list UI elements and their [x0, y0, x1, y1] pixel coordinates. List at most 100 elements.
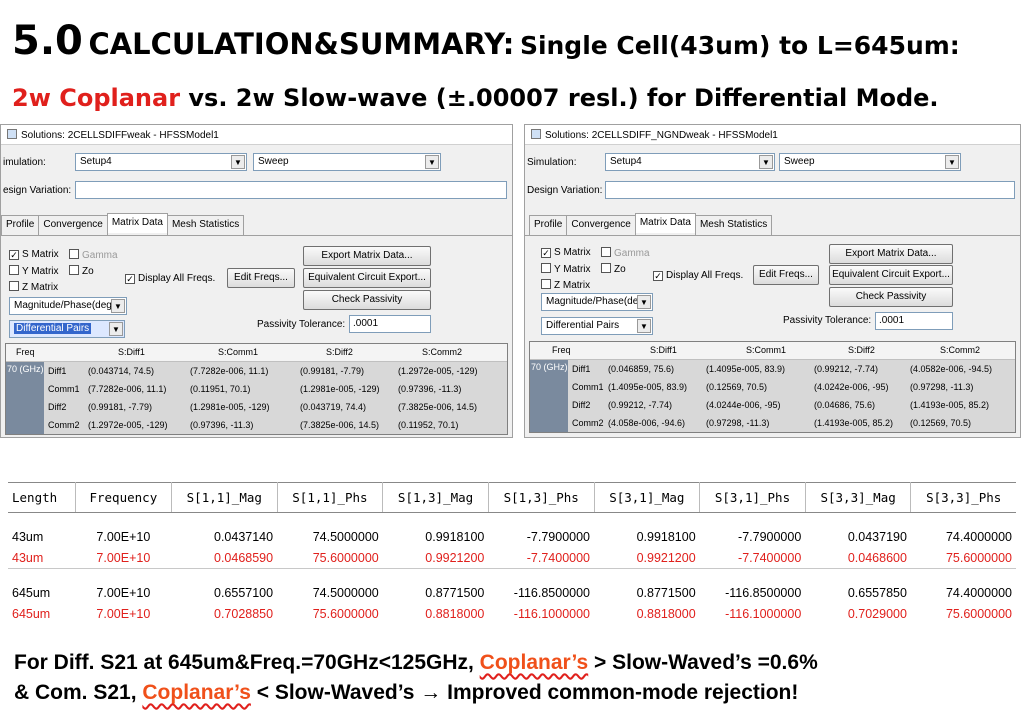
grid-header-diff1: S:Diff1	[650, 345, 677, 355]
grid-row-comm2[interactable]: Comm2 (4.058e-006, -94.6) (0.97298, -11.3)…	[572, 418, 972, 428]
table-header-row: Length Frequency S[1,1]_Mag S[1,1]_Phs S…	[8, 482, 1016, 513]
tab-convergence[interactable]: Convergence	[38, 215, 108, 235]
table-row: 43um 7.00E+10 0.0437140 74.5000000 0.991…	[12, 530, 1012, 544]
tab-profile[interactable]: Profile	[1, 215, 40, 235]
s-matrix-checkbox[interactable]: ✓ S Matrix	[9, 249, 59, 260]
checkmark-icon: ✓	[541, 248, 551, 258]
checkmark-icon: ✓	[9, 250, 19, 260]
tab-matrix-data[interactable]: Matrix Data	[634, 213, 696, 233]
grid-freq-value: 70 (GHz)	[7, 364, 44, 374]
equivalent-circuit-button[interactable]: Equivalent Circuit Export...	[829, 265, 953, 285]
grid-header-comm2: S:Comm2	[940, 345, 981, 355]
header-frequency: Frequency	[75, 482, 172, 513]
grid-header-freq: Freq	[552, 345, 571, 355]
grid-body	[568, 360, 1015, 432]
pairs-select[interactable]: Differential Pairs ▼	[9, 320, 125, 338]
export-matrix-button[interactable]: Export Matrix Data...	[303, 246, 431, 266]
grid-header-freq: Freq	[16, 347, 35, 357]
grid-header-comm2: S:Comm2	[422, 347, 463, 357]
format-select[interactable]: Magnitude/Phase(deg ▼	[9, 297, 127, 315]
s-matrix-checkbox[interactable]: ✓ S Matrix	[541, 247, 591, 258]
section-subject: Single Cell(43um) to L=645um:	[519, 31, 960, 60]
summary-text: For Diff. S21 at 645um&Freq.=70GHz<125GH…	[14, 648, 818, 708]
grid-row-comm1[interactable]: Comm1 (1.4095e-005, 83.9) (0.12569, 70.5)(…	[572, 382, 974, 392]
grid-row-diff1[interactable]: Diff1 (0.043714, 74.5) (7.7282e-006, 11.1)…	[48, 366, 478, 376]
tab-matrix-data[interactable]: Matrix Data	[106, 213, 168, 233]
tab-mesh-statistics[interactable]: Mesh Statistics	[166, 215, 245, 235]
sweep-select[interactable]: Sweep ▼	[779, 153, 961, 171]
display-all-freqs-checkbox[interactable]: ✓ Display All Freqs.	[125, 273, 216, 284]
design-variation-label: esign Variation:	[3, 185, 72, 196]
subtitle-highlight: 2w Coplanar	[12, 84, 181, 112]
grid-header-comm1: S:Comm1	[218, 347, 259, 357]
window-title: Solutions: 2CELLSDIFFweak - HFSSModel1	[21, 130, 219, 141]
grid-row-comm1[interactable]: Comm1 (7.7282e-006, 11.1) (0.11951, 70.1)(…	[48, 384, 462, 394]
tab-convergence[interactable]: Convergence	[566, 215, 636, 235]
grid-row-comm2[interactable]: Comm2 (1.2972e-005, -129) (0.97396, -11.3)…	[48, 420, 459, 430]
window-title: Solutions: 2CELLSDIFF_NGNDweak - HFSSMod…	[545, 130, 778, 141]
passivity-tolerance-label: Passivity Tolerance:	[783, 315, 872, 326]
pairs-select[interactable]: Differential Pairs ▼	[541, 317, 653, 335]
gamma-checkbox[interactable]: Gamma	[601, 247, 650, 259]
edit-freqs-button[interactable]: Edit Freqs...	[753, 265, 819, 285]
grid-header: Freq S:Diff1 S:Comm1 S:Diff2 S:Comm2	[530, 342, 1015, 360]
tab-mesh-statistics[interactable]: Mesh Statistics	[694, 215, 773, 235]
chevron-down-icon: ▼	[637, 295, 651, 309]
subtitle-rest: vs. 2w Slow-wave (±.00007 resl.) for Dif…	[180, 84, 939, 112]
comparison-table: Length Frequency S[1,1]_Mag S[1,1]_Phs S…	[8, 482, 1016, 640]
z-matrix-checkbox[interactable]: Z Matrix	[9, 281, 58, 293]
slide-subtitle: 2w Coplanar vs. 2w Slow-wave (±.00007 re…	[12, 84, 939, 112]
edit-freqs-button[interactable]: Edit Freqs...	[227, 268, 295, 288]
setup-select[interactable]: Setup4 ▼	[75, 153, 247, 171]
passivity-tolerance-label: Passivity Tolerance:	[257, 319, 346, 330]
solutions-window-slowwave: Solutions: 2CELLSDIFF_NGNDweak - HFSSMod…	[524, 124, 1021, 438]
sweep-select[interactable]: Sweep ▼	[253, 153, 441, 171]
grid-header-comm1: S:Comm1	[746, 345, 787, 355]
check-passivity-button[interactable]: Check Passivity	[303, 290, 431, 310]
checkmark-icon: ✓	[125, 274, 135, 284]
chevron-down-icon: ▼	[637, 319, 651, 333]
grid-row-diff1[interactable]: Diff1 (0.046859, 75.6) (1.4095e-005, 83.9)…	[572, 364, 993, 374]
table-row: 43um 7.00E+10 0.0468590 75.6000000 0.992…	[12, 550, 1012, 565]
table-row: 645um 7.00E+10 0.6557100 74.5000000 0.87…	[12, 586, 1012, 600]
design-variation-label: Design Variation:	[527, 185, 603, 196]
table-row: 645um 7.00E+10 0.7028850 75.6000000 0.88…	[12, 607, 1012, 621]
zo-checkbox[interactable]: Zo	[601, 263, 626, 275]
header-s13-phs: S[1,3]_Phs	[488, 482, 595, 513]
header-s33-mag: S[3,3]_Mag	[805, 482, 912, 513]
passivity-tolerance-input[interactable]: .0001	[349, 315, 431, 333]
check-passivity-button[interactable]: Check Passivity	[829, 287, 953, 307]
design-variation-field[interactable]	[605, 181, 1015, 199]
grid-row-diff2[interactable]: Diff2 (0.99181, -7.79) (1.2981e-005, -129)…	[48, 402, 478, 412]
chevron-down-icon: ▼	[109, 322, 123, 336]
header-s11-phs: S[1,1]_Phs	[277, 482, 384, 513]
gamma-checkbox[interactable]: Gamma	[69, 249, 118, 261]
header-s11-mag: S[1,1]_Mag	[171, 482, 278, 513]
equivalent-circuit-button[interactable]: Equivalent Circuit Export...	[303, 268, 431, 288]
display-all-freqs-checkbox[interactable]: ✓ Display All Freqs.	[653, 270, 744, 281]
zo-checkbox[interactable]: Zo	[69, 265, 94, 277]
setup-select[interactable]: Setup4 ▼	[605, 153, 775, 171]
design-variation-field[interactable]	[75, 181, 507, 199]
chevron-down-icon: ▼	[231, 155, 245, 169]
grid-row-diff2[interactable]: Diff2 (0.99212, -7.74) (4.0244e-006, -95)(…	[572, 400, 990, 410]
y-matrix-checkbox[interactable]: Y Matrix	[541, 263, 591, 275]
grid-header-diff2: S:Diff2	[848, 345, 875, 355]
grid-header-diff2: S:Diff2	[326, 347, 353, 357]
simulation-label: imulation:	[3, 157, 46, 168]
passivity-tolerance-input[interactable]: .0001	[875, 312, 953, 330]
header-s31-phs: S[3,1]_Phs	[699, 482, 806, 513]
tab-profile[interactable]: Profile	[529, 215, 568, 235]
z-matrix-checkbox[interactable]: Z Matrix	[541, 279, 590, 291]
grid-body	[44, 362, 507, 434]
header-s31-mag: S[3,1]_Mag	[594, 482, 701, 513]
format-select[interactable]: Magnitude/Phase(deg ▼	[541, 293, 653, 311]
solutions-window-coplanar: Solutions: 2CELLSDIFFweak - HFSSModel1 i…	[0, 124, 513, 438]
simulation-label: Simulation:	[527, 157, 577, 168]
section-number: 5.0	[12, 18, 83, 64]
chevron-down-icon: ▼	[945, 155, 959, 169]
y-matrix-checkbox[interactable]: Y Matrix	[9, 265, 59, 277]
freq-column	[530, 360, 568, 432]
export-matrix-button[interactable]: Export Matrix Data...	[829, 244, 953, 264]
tab-bar: Profile Convergence Matrix Data Mesh Sta…	[1, 213, 245, 235]
